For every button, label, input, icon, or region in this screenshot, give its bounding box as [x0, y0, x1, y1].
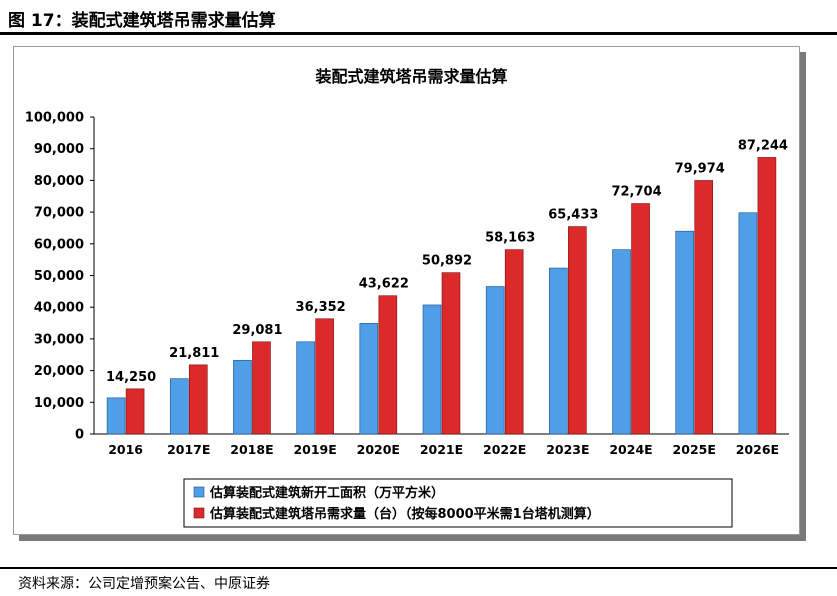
data-label-2021E: 50,892 — [422, 254, 472, 269]
y-tick-label: 10,000 — [34, 396, 84, 411]
data-label-2019E: 36,352 — [296, 300, 346, 315]
bar-demand-2023E — [568, 226, 587, 435]
y-tick-label: 80,000 — [34, 174, 84, 189]
x-tick-label: 2021E — [420, 442, 463, 457]
y-tick-label: 100,000 — [25, 111, 84, 126]
x-tick-label: 2020E — [357, 442, 400, 457]
data-label-2024E: 72,704 — [611, 185, 661, 200]
legend-swatch-area — [193, 486, 205, 498]
bar-area-2021E — [422, 304, 442, 435]
x-tick-label: 2026E — [736, 442, 779, 457]
footer-rule — [0, 567, 837, 569]
data-label-2026E: 87,244 — [738, 138, 788, 153]
data-label-2025E: 79,974 — [675, 161, 725, 176]
bar-area-2019E — [296, 341, 315, 435]
y-tick-label: 70,000 — [34, 206, 84, 221]
y-tick-label: 90,000 — [34, 142, 84, 157]
bar-demand-2024E — [631, 203, 650, 435]
data-label-2022E: 58,163 — [485, 231, 535, 246]
figure-header: 图 17：装配式建筑塔吊需求量估算 — [0, 0, 837, 36]
bar-demand-2025E — [694, 180, 714, 435]
bar-demand-2019E — [315, 318, 334, 435]
data-label-2017E: 21,811 — [169, 346, 219, 361]
bar-demand-2016 — [125, 388, 145, 435]
x-tick-label: 2023E — [546, 442, 589, 457]
bar-chart: 装配式建筑塔吊需求量估算 0 10,000 20,000 30,000 40,000 50,… — [25, 67, 789, 528]
legend-swatch-demand — [193, 507, 205, 519]
x-tick-label: 2019E — [293, 442, 336, 457]
bar-area-2017E — [169, 378, 189, 435]
chart-title: 装配式建筑塔吊需求量估算 — [314, 67, 507, 86]
data-label-2020E: 43,622 — [359, 277, 409, 292]
x-tick-label: 2017E — [167, 442, 210, 457]
legend-label-area: 估算装配式建筑新开工面积（万平方米） — [209, 485, 444, 501]
bar-demand-2022E — [504, 249, 524, 435]
bar-area-2023E — [549, 267, 568, 435]
bar-area-2026E — [738, 212, 758, 435]
data-label-2023E: 65,433 — [548, 208, 598, 223]
y-tick-label: 20,000 — [34, 364, 84, 379]
x-tick-label: 2024E — [609, 442, 652, 457]
header-rule — [0, 32, 837, 35]
bar-area-2024E — [612, 249, 631, 435]
data-label-2016: 14,250 — [106, 370, 156, 385]
bar-area-2025E — [675, 230, 695, 435]
bar-demand-2026E — [757, 157, 777, 435]
x-tick-label: 2022E — [483, 442, 526, 457]
y-tick-label: 0 — [75, 428, 84, 443]
source-note: 资料来源：公司定增预案公告、中原证券 — [18, 576, 270, 592]
y-tick-label: 60,000 — [34, 237, 84, 252]
x-tick-label: 2025E — [673, 442, 716, 457]
legend-label-demand: 估算装配式建筑塔吊需求量（台）（按每8000平米需1台塔机测算） — [209, 506, 600, 522]
bar-area-2018E — [233, 359, 252, 435]
bar-demand-2018E — [252, 341, 271, 435]
data-label-2018E: 29,081 — [232, 323, 282, 338]
x-tick-label: 2018E — [230, 442, 273, 457]
y-tick-label: 40,000 — [34, 301, 84, 316]
bar-area-2020E — [359, 323, 379, 435]
x-tick-label: 2016 — [108, 442, 143, 457]
y-tick-label: 30,000 — [34, 332, 84, 347]
figure-title: 图 17：装配式建筑塔吊需求量估算 — [8, 11, 276, 31]
y-tick-label: 50,000 — [34, 269, 84, 284]
bar-demand-2017E — [188, 364, 208, 435]
legend-box — [183, 478, 733, 528]
bar-demand-2021E — [441, 272, 461, 435]
bar-demand-2020E — [378, 295, 398, 435]
bar-area-2022E — [485, 286, 505, 435]
bar-area-2016 — [106, 397, 126, 435]
chart-frame: 装配式建筑塔吊需求量估算 0 10,000 20,000 30,000 40,000 50,… — [13, 46, 800, 535]
